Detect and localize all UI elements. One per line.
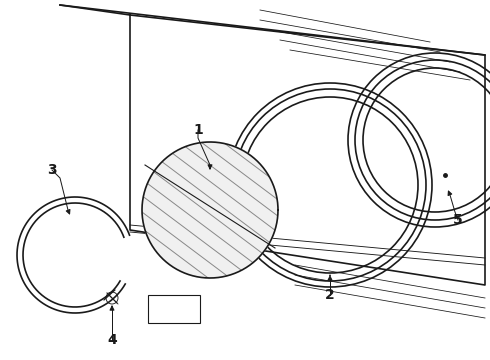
- Text: 4: 4: [107, 333, 117, 347]
- Text: 2: 2: [325, 288, 335, 302]
- Text: 1: 1: [193, 123, 203, 137]
- Bar: [148, 295, 200, 323]
- Text: 3: 3: [47, 163, 57, 177]
- Text: 5: 5: [453, 213, 463, 227]
- Polygon shape: [142, 142, 278, 278]
